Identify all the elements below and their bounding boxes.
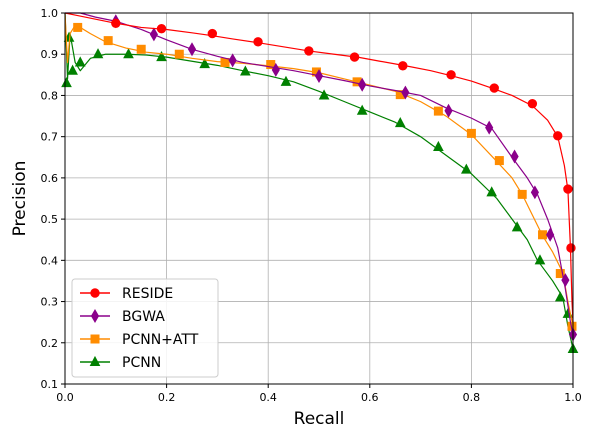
y-tick-label: 0.7: [41, 131, 59, 144]
y-tick-label: 0.9: [41, 48, 59, 61]
data-point-pcnn: [199, 58, 211, 69]
data-point-pcnn: [554, 291, 566, 302]
data-point-pcnn: [156, 51, 167, 62]
legend-label: RESIDE: [122, 286, 173, 302]
data-point-reside: [563, 184, 573, 194]
data-point-pcnn: [356, 104, 368, 115]
x-tick-label: 1.0: [564, 391, 582, 404]
data-point-bgwa: [510, 149, 519, 164]
y-tick-label: 0.4: [41, 254, 59, 267]
data-point-pcnn: [433, 140, 444, 151]
data-point-pcnn: [486, 186, 498, 197]
data-point-pcnn: [394, 116, 406, 128]
legend-marker: [89, 355, 101, 366]
x-tick-label: 0.6: [361, 391, 379, 404]
data-point-pcnn: [280, 75, 292, 86]
data-point-pcnn: [318, 89, 330, 100]
y-axis-label: Precision: [10, 161, 30, 237]
data-point-pcnn: [511, 221, 523, 232]
data-point-pcnn: [74, 56, 86, 67]
y-tick-label: 1.0: [41, 7, 59, 20]
legend-marker: [90, 309, 100, 323]
series-bgwa: [65, 12, 578, 342]
data-point-pcnn-att: [466, 128, 476, 138]
legend-marker: [90, 334, 100, 344]
data-point-reside: [489, 83, 499, 93]
y-tick-label: 0.1: [41, 378, 59, 391]
data-point-reside: [398, 61, 408, 71]
x-axis-label: Recall: [294, 409, 345, 429]
data-point-reside: [111, 18, 121, 29]
legend-label: BGWA: [122, 309, 165, 325]
data-point-reside: [566, 243, 576, 253]
data-point-bgwa: [358, 77, 367, 92]
x-tick-label: 0.2: [158, 391, 176, 404]
data-point-pcnn-att: [555, 269, 565, 279]
data-point-pcnn: [240, 65, 251, 76]
data-point-bgwa: [444, 103, 453, 118]
data-point-pcnn-att: [266, 60, 276, 70]
data-point-reside: [446, 70, 456, 80]
data-point-reside: [349, 52, 360, 62]
data-point-reside: [156, 23, 167, 34]
legend-marker: [90, 288, 100, 298]
x-tick-label: 0.4: [259, 391, 277, 404]
data-point-pcnn-att: [73, 22, 83, 32]
data-point-reside: [253, 37, 263, 47]
data-point-reside: [527, 98, 538, 109]
legend-item-bgwa: BGWA: [80, 309, 165, 325]
data-point-bgwa: [314, 69, 324, 84]
y-tick-label: 0.8: [41, 89, 59, 102]
legend-box: [71, 278, 219, 378]
data-point-pcnn: [460, 163, 472, 174]
data-point-pcnn-att: [494, 156, 504, 166]
series-line-bgwa: [65, 12, 574, 335]
data-point-pcnn: [92, 48, 104, 59]
series-reside: [64, 12, 576, 323]
legend-item-reside: RESIDE: [80, 286, 173, 302]
data-point-pcnn-att: [433, 106, 443, 116]
data-point-bgwa: [485, 120, 494, 135]
data-point-pcnn-att: [103, 36, 113, 46]
data-point-reside: [553, 131, 563, 141]
data-point-reside: [207, 28, 218, 39]
legend-label: PCNN+ATT: [122, 332, 199, 348]
legend-item-pcnn: PCNN: [80, 355, 161, 371]
plot-frame: [64, 12, 574, 385]
data-point-bgwa: [561, 273, 570, 288]
y-tick-label: 0.3: [41, 296, 59, 309]
data-point-pcnn: [61, 77, 72, 88]
series-layer: [61, 12, 579, 353]
data-point-bgwa: [187, 42, 197, 57]
data-point-pcnn: [67, 64, 78, 75]
legend: RESIDE BGWA PCNN+ATT PCNN: [71, 278, 219, 378]
legend-item-pcnn-att: PCNN+ATT: [80, 332, 199, 348]
y-tick-label: 0.2: [41, 337, 59, 350]
data-point-pcnn-att: [538, 230, 548, 240]
data-point-bgwa: [271, 62, 280, 77]
legend-label: PCNN: [122, 355, 161, 371]
data-point-pcnn-att: [136, 44, 146, 54]
data-point-bgwa: [228, 53, 237, 68]
data-point-pcnn-att: [517, 189, 527, 199]
y-tick-label: 0.6: [41, 172, 59, 185]
data-point-pcnn-att: [174, 49, 184, 59]
data-point-bgwa: [401, 85, 410, 100]
data-point-pcnn: [534, 254, 546, 265]
tick-layer: 0.0 0.2 0.4 0.6 0.8 1.0 0.1 0.2 0.3 0.4 0.5 0.6 0.7 0…: [41, 7, 582, 404]
series-line-pcnn: [64, 12, 574, 350]
data-point-bgwa: [149, 27, 158, 42]
data-point-bgwa: [546, 227, 555, 242]
x-tick-label: 0.8: [463, 391, 481, 404]
data-point-pcnn-att: [220, 57, 230, 67]
data-point-bgwa: [530, 185, 539, 200]
data-point-reside: [304, 46, 314, 56]
data-point-pcnn: [123, 48, 134, 59]
x-tick-label: 0.0: [56, 391, 74, 404]
y-tick-label: 0.5: [41, 213, 59, 226]
